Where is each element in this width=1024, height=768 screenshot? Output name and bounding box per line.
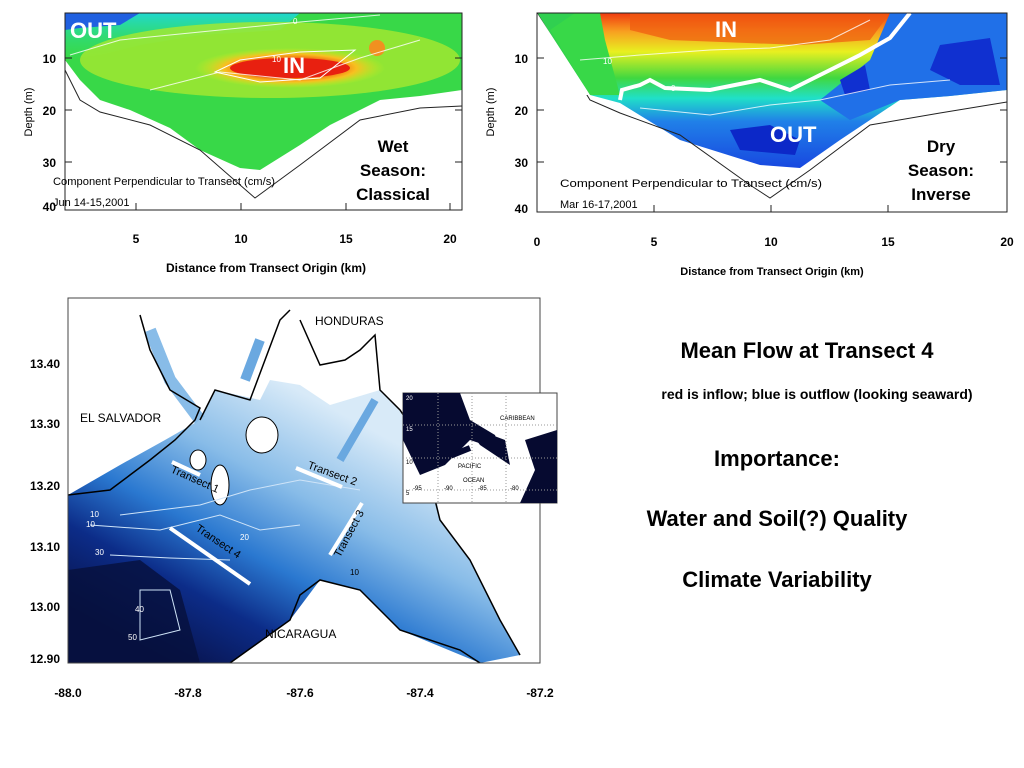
slide-subtitle: red is inflow; blue is outflow (looking … bbox=[661, 386, 973, 402]
contour-label: 40 bbox=[135, 605, 144, 614]
y-axis-label: Depth (m) bbox=[23, 88, 35, 137]
x-tick: 15 bbox=[339, 232, 353, 246]
season-label: Season: bbox=[360, 161, 426, 180]
inset-label: OCEAN bbox=[463, 478, 484, 484]
contour-label: 20 bbox=[240, 533, 249, 542]
country-label-honduras: HONDURAS bbox=[315, 314, 384, 328]
importance-heading: Importance: bbox=[714, 446, 840, 471]
transect-2-line bbox=[295, 466, 343, 489]
country-label-el-salvador: EL SALVADOR bbox=[80, 411, 161, 425]
contour-label: 10 bbox=[272, 55, 281, 64]
inset-tick: -80 bbox=[510, 486, 519, 492]
in-label: IN bbox=[715, 17, 737, 42]
contour-label: 0 bbox=[293, 17, 298, 26]
transect-3-line bbox=[328, 501, 364, 557]
gulf-of-fonseca-map: Transect 1 Transect 2 Transect 3 Transec… bbox=[30, 297, 558, 700]
date-label: Mar 16-17,2001 bbox=[560, 199, 638, 211]
y-tick: 40 bbox=[515, 202, 529, 216]
season-label: Season: bbox=[908, 161, 974, 180]
y-tick: 20 bbox=[43, 104, 57, 118]
y-tick: 30 bbox=[43, 156, 57, 170]
variable-label: Component Perpendicular to Transect (cm/… bbox=[560, 178, 822, 190]
plot-frame bbox=[64, 12, 463, 211]
lat-tick: 13.20 bbox=[30, 479, 60, 493]
x-tick: 10 bbox=[764, 235, 778, 249]
out-label: OUT bbox=[770, 122, 817, 147]
x-tick: 10 bbox=[234, 232, 248, 246]
transect-4-line bbox=[168, 526, 252, 586]
inset-tick: 20 bbox=[406, 396, 413, 402]
contour-label: 10 bbox=[603, 57, 612, 66]
axis-ticks bbox=[65, 57, 462, 210]
plot-frame bbox=[536, 12, 1008, 213]
country-label-nicaragua: NICARAGUA bbox=[265, 627, 336, 641]
contour-label: 30 bbox=[95, 548, 104, 557]
out-label: OUT bbox=[70, 18, 117, 43]
lon-tick: -87.6 bbox=[286, 686, 314, 700]
lat-tick: 12.90 bbox=[30, 652, 60, 666]
bathymetry-line-dry bbox=[537, 13, 1007, 199]
bathymetry-line-wet bbox=[65, 69, 462, 199]
slide-title: Mean Flow at Transect 4 bbox=[680, 338, 934, 363]
transect-1-line bbox=[171, 460, 201, 477]
inset-tick: -85 bbox=[478, 486, 487, 492]
lon-tick: -87.4 bbox=[406, 686, 434, 700]
inset-tick: 5 bbox=[406, 491, 410, 497]
y-tick: 40 bbox=[43, 200, 57, 214]
inset-tick: 15 bbox=[406, 427, 413, 433]
y-tick: 10 bbox=[43, 52, 57, 66]
y-axis-label: Depth (m) bbox=[485, 88, 497, 137]
x-axis-label: Distance from Transect Origin (km) bbox=[680, 266, 864, 278]
x-tick: 20 bbox=[1000, 235, 1014, 249]
x-tick: 5 bbox=[651, 235, 658, 249]
y-tick: 20 bbox=[515, 104, 529, 118]
lon-tick: -87.2 bbox=[526, 686, 554, 700]
inset-locator-map: CARIBBEAN PACIFIC OCEAN 20 15 10 5 -95 -… bbox=[402, 392, 558, 504]
lon-tick: -88.0 bbox=[54, 686, 82, 700]
importance-item: Climate Variability bbox=[682, 567, 872, 592]
y-tick: 10 bbox=[515, 52, 529, 66]
season-label: Classical bbox=[356, 185, 430, 204]
contour-label: 10 bbox=[90, 510, 99, 519]
x-tick: 20 bbox=[443, 232, 457, 246]
season-label: Dry bbox=[927, 137, 956, 156]
contour-label: 10 bbox=[350, 568, 359, 577]
x-tick: 5 bbox=[133, 232, 140, 246]
variable-label: Component Perpendicular to Transect (cm/… bbox=[53, 176, 275, 188]
inset-tick: 10 bbox=[406, 460, 413, 466]
axis-ticks bbox=[537, 57, 1007, 212]
inset-tick: -95 bbox=[413, 486, 422, 492]
inset-tick: -90 bbox=[444, 486, 453, 492]
contour-label: 10 bbox=[86, 520, 95, 529]
zero-contour bbox=[618, 13, 912, 101]
y-tick: 30 bbox=[515, 156, 529, 170]
inset-label: PACIFIC bbox=[458, 464, 482, 470]
dry-season-section-plot: 10 20 30 40 0 5 10 15 20 Distance from T… bbox=[485, 12, 1014, 278]
x-tick: 15 bbox=[881, 235, 895, 249]
transect-lines bbox=[168, 460, 364, 586]
wet-season-section-plot: 10 20 30 40 5 10 15 20 Distance from Tra… bbox=[23, 12, 463, 275]
inset-label: CARIBBEAN bbox=[500, 416, 535, 422]
coastline bbox=[68, 309, 521, 663]
lat-tick: 13.00 bbox=[30, 600, 60, 614]
lat-tick: 13.40 bbox=[30, 357, 60, 371]
x-tick: 0 bbox=[534, 235, 541, 249]
importance-item: Water and Soil(?) Quality bbox=[646, 506, 908, 531]
lat-tick: 13.30 bbox=[30, 417, 60, 431]
contour-label: 50 bbox=[128, 633, 137, 642]
contour-label: 0 bbox=[671, 84, 676, 93]
season-label: Inverse bbox=[911, 185, 971, 204]
date-label: Jun 14-15,2001 bbox=[53, 197, 129, 209]
x-axis-label: Distance from Transect Origin (km) bbox=[166, 261, 366, 275]
lon-tick: -87.8 bbox=[174, 686, 202, 700]
lat-tick: 13.10 bbox=[30, 540, 60, 554]
in-label: IN bbox=[283, 53, 305, 78]
season-label: Wet bbox=[378, 137, 409, 156]
